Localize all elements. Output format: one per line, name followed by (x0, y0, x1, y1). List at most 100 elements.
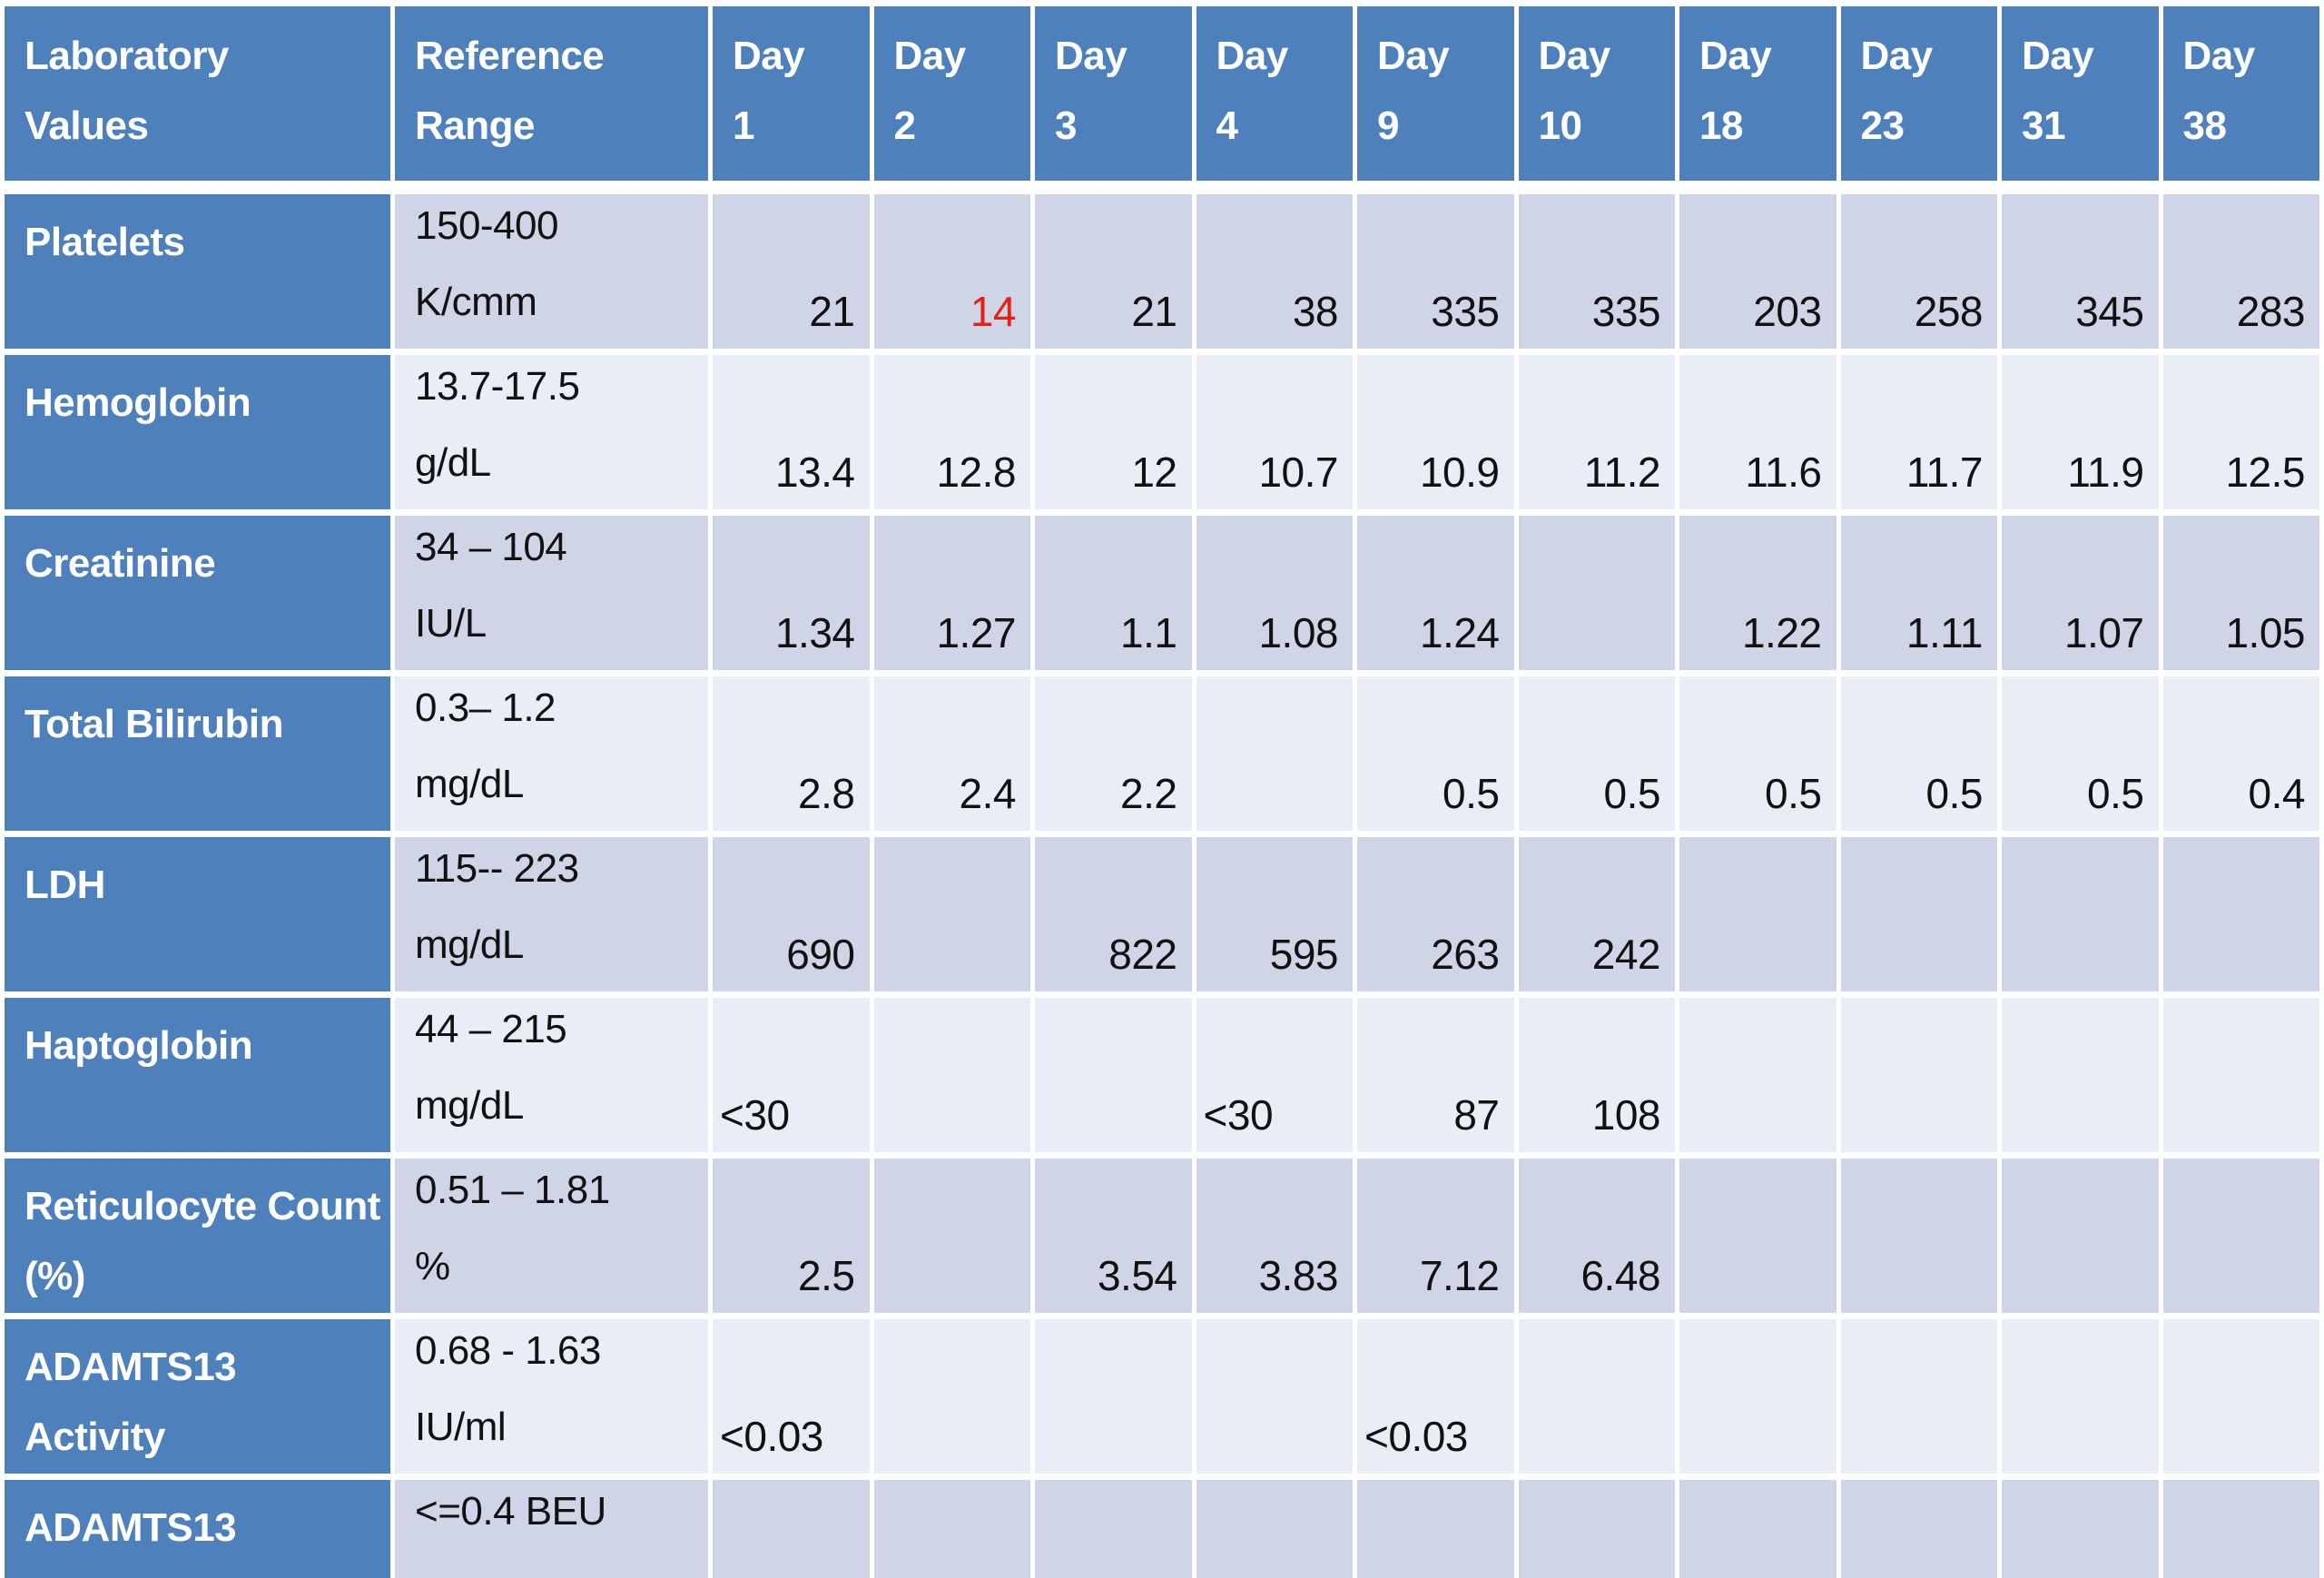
value-cell: 11.9 (2002, 355, 2159, 509)
row-label-cell: Total Bilirubin (5, 676, 390, 831)
lab-table-body: Platelets 150-400 K/cmm 21 14 21 38 335 335 203 25… (5, 194, 2319, 1578)
row-label-cell: ADAMTS13 Activity (5, 1319, 390, 1474)
reference-range-cell: 34 – 104 IU/L (395, 516, 708, 670)
value-cell: 12.5 (2162, 355, 2319, 509)
reference-range-value: 150-400 (415, 203, 558, 248)
reference-range-value: 34 – 104 (415, 525, 567, 569)
value-cell (1518, 1319, 1675, 1474)
header-cell-laboratory-values: Laboratory Values (5, 6, 390, 188)
value-cell: 1 (713, 1480, 870, 1578)
value-cell (2162, 1159, 2319, 1313)
value-cell: 6.48 (1518, 1159, 1675, 1313)
value-cell: 108 (1518, 998, 1675, 1152)
header-cell-day: Day 3 (1035, 6, 1192, 188)
reference-range-unit: mg/dL (415, 922, 524, 967)
reference-range-text: 34 – 104 IU/L (415, 525, 703, 646)
value-cell: 1.07 (2002, 516, 2159, 670)
table-row: LDH 115-- 223 mg/dL 690 822 595 263 242 (5, 837, 2319, 991)
reference-range-cell: 0.3– 1.2 mg/dL (395, 676, 708, 831)
value-cell (873, 1159, 1030, 1313)
value-cell (2002, 837, 2159, 991)
value-cell: 87 (1357, 998, 1514, 1152)
header-word: Day (1377, 34, 1450, 78)
value-cell (1840, 1480, 1997, 1578)
header-word: 18 (1699, 104, 1743, 148)
reference-range-text: <=0.4 BEU (415, 1489, 703, 1578)
reference-range-unit: IU/ml (415, 1405, 507, 1449)
value-cell (1840, 837, 1997, 991)
value-cell: 2.5 (713, 1159, 870, 1313)
reference-range-text: 13.7-17.5 g/dL (415, 364, 703, 486)
value-cell: 1.11 (1840, 516, 1997, 670)
header-word: 38 (2182, 104, 2227, 148)
header-word: Reference (415, 34, 605, 78)
header-cell-day: Day 4 (1196, 6, 1353, 188)
row-label-cell: Hemoglobin (5, 355, 390, 509)
value-cell: <30 (1196, 998, 1353, 1152)
reference-range-unit: % (415, 1244, 450, 1288)
value-cell: 595 (1196, 837, 1353, 991)
value-cell: 13.4 (713, 355, 870, 509)
header-word: 9 (1377, 104, 1399, 148)
header-word: Day (1699, 34, 1772, 78)
value-cell: <30 (713, 998, 870, 1152)
reference-range-value: 115-- 223 (415, 846, 579, 891)
header-cell-day: Day 38 (2162, 6, 2319, 188)
row-label-cell: Creatinine (5, 516, 390, 670)
value-cell: 0.5 (1840, 676, 1997, 831)
value-cell: 203 (1679, 194, 1837, 349)
header-word: Day (1860, 34, 1934, 78)
reference-range-text: 0.51 – 1.81% (415, 1168, 703, 1289)
header-cell-reference-range: Reference Range (395, 6, 708, 188)
header-word: Day (733, 34, 805, 78)
header-word: Day (893, 34, 967, 78)
table-row: Haptoglobin 44 – 215 mg/dL <30 <30 87 108 (5, 998, 2319, 1152)
value-cell: 12 (1035, 355, 1192, 509)
value-cell (1840, 1319, 1997, 1474)
reference-range-cell: 115-- 223 mg/dL (395, 837, 708, 991)
value-cell: 1.27 (873, 516, 1030, 670)
value-cell: 0.4 (2162, 676, 2319, 831)
header-word: 2 (893, 104, 916, 148)
value-cell (2162, 1319, 2319, 1474)
reference-range-value: 0.51 – 1.81 (415, 1168, 610, 1212)
value-cell (1679, 837, 1837, 991)
header-cell-day: Day 18 (1679, 6, 1837, 188)
value-cell: 0.5 (2002, 676, 2159, 831)
value-cell: 12.8 (873, 355, 1030, 509)
reference-range-value: 13.7-17.5 (415, 364, 580, 409)
value-cell: 10.7 (1196, 355, 1353, 509)
value-cell (1196, 676, 1353, 831)
value-cell (873, 998, 1030, 1152)
value-cell (2162, 837, 2319, 991)
value-cell (2002, 998, 2159, 1152)
value-cell: 11.6 (1679, 355, 1837, 509)
table-row: ADAMTS13 Inhibitor <=0.4 BEU 1 0.6 (5, 1480, 2319, 1578)
value-cell (1518, 1480, 1675, 1578)
value-cell (2162, 998, 2319, 1152)
value-cell (1679, 998, 1837, 1152)
value-cell: 7.12 (1357, 1159, 1514, 1313)
header-word: Laboratory (25, 34, 229, 78)
value-cell: 283 (2162, 194, 2319, 349)
reference-range-cell: 44 – 215 mg/dL (395, 998, 708, 1152)
value-cell (873, 837, 1030, 991)
header-word: 23 (1860, 104, 1905, 148)
value-cell (1035, 1480, 1192, 1578)
header-word: Range (415, 104, 535, 148)
reference-range-cell: 0.68 - 1.63 IU/ml (395, 1319, 708, 1474)
header-cell-day: Day 9 (1357, 6, 1514, 188)
reference-range-cell: 13.7-17.5 g/dL (395, 355, 708, 509)
value-cell: 2.2 (1035, 676, 1192, 831)
reference-range-value: 44 – 215 (415, 1007, 567, 1051)
header-word: 10 (1538, 104, 1582, 148)
value-cell: 21 (1035, 194, 1192, 349)
value-cell (1840, 1159, 1997, 1313)
header-cell-day: Day 2 (873, 6, 1030, 188)
value-cell (873, 1480, 1030, 1578)
row-label-cell: LDH (5, 837, 390, 991)
header-cell-day: Day 31 (2002, 6, 2159, 188)
table-row: Reticulocyte Count (%) 0.51 – 1.81% 2.5 3.5… (5, 1159, 2319, 1313)
value-cell: 822 (1035, 837, 1192, 991)
